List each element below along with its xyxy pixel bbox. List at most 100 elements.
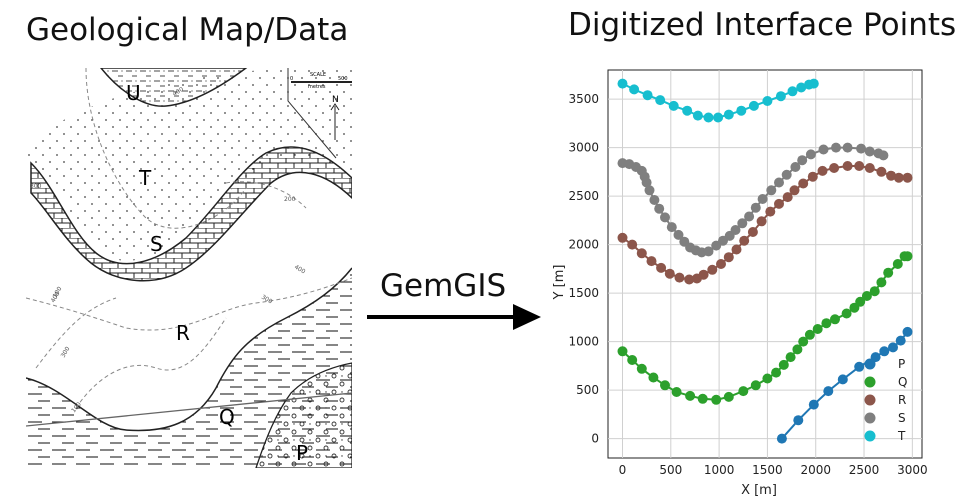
data-point — [895, 335, 906, 346]
legend-label: Q — [898, 375, 907, 389]
data-point — [804, 329, 815, 340]
data-point — [703, 246, 714, 257]
data-point — [697, 393, 708, 404]
unit-label-u: U — [126, 81, 141, 105]
data-point — [831, 142, 841, 153]
y-tick-label: 1500 — [568, 286, 599, 300]
data-point — [750, 202, 761, 213]
data-point — [730, 225, 741, 235]
data-point — [692, 110, 703, 121]
data-point — [646, 256, 657, 267]
data-point — [673, 229, 684, 240]
contour-label: 300 — [60, 345, 72, 359]
data-point — [781, 169, 792, 180]
arrow-label: GemGIS — [380, 268, 507, 304]
y-axis-label: Y [m] — [552, 265, 567, 301]
data-point — [805, 149, 816, 160]
data-point — [660, 212, 670, 223]
data-point — [790, 162, 801, 172]
data-point — [776, 433, 787, 444]
data-point — [642, 90, 653, 101]
data-point — [821, 318, 832, 329]
contour-label: 400 — [50, 290, 62, 304]
data-point — [829, 163, 840, 173]
data-point — [750, 380, 761, 391]
x-tick-label: 3000 — [897, 463, 928, 477]
right-arrow-icon — [367, 304, 541, 330]
x-tick-label: 1500 — [752, 463, 783, 477]
data-point — [796, 82, 807, 93]
data-point — [856, 143, 867, 154]
contour-label: 400 — [293, 264, 307, 276]
y-tick-label: 3500 — [568, 92, 599, 106]
data-point — [654, 203, 665, 214]
data-point — [748, 100, 759, 111]
data-point — [737, 218, 748, 229]
contour-label: 300 — [260, 294, 274, 306]
data-point — [703, 112, 714, 123]
data-point — [636, 363, 647, 374]
contour-label: 200 — [284, 196, 296, 203]
legend-label: S — [898, 411, 906, 425]
unit-label-p: P — [296, 441, 308, 465]
data-point — [782, 192, 793, 203]
data-point — [636, 248, 647, 259]
contour-label: 300 — [30, 183, 42, 190]
series-S — [617, 142, 889, 258]
data-point — [666, 222, 677, 233]
data-point — [792, 344, 803, 355]
data-point — [861, 291, 872, 301]
data-point — [841, 308, 852, 319]
data-point — [879, 346, 890, 357]
data-point — [627, 355, 638, 365]
data-point — [798, 336, 809, 347]
data-point — [789, 185, 800, 196]
data-point — [655, 95, 666, 106]
data-point — [869, 286, 880, 297]
data-point — [797, 155, 808, 166]
data-point — [738, 386, 749, 397]
data-point — [864, 163, 875, 173]
data-point — [641, 177, 652, 188]
data-point — [617, 232, 628, 243]
data-point — [793, 415, 804, 426]
data-point — [902, 172, 913, 183]
data-point — [648, 372, 659, 383]
data-point — [684, 274, 695, 285]
data-point — [757, 194, 768, 204]
data-point — [778, 359, 789, 370]
unit-label-q: Q — [219, 405, 235, 429]
data-point — [864, 146, 875, 157]
x-tick-label: 2000 — [800, 463, 831, 477]
y-tick-label: 2500 — [568, 189, 599, 203]
data-point — [660, 380, 670, 391]
data-point — [771, 367, 782, 378]
data-point — [775, 91, 786, 102]
data-point — [774, 177, 784, 188]
data-point — [756, 216, 767, 227]
data-point — [878, 150, 889, 161]
data-point — [698, 269, 709, 280]
legend-marker — [864, 412, 876, 424]
data-point — [723, 391, 734, 402]
data-point — [886, 170, 897, 181]
legend-marker — [864, 358, 876, 370]
x-axis-label: X [m] — [741, 483, 777, 498]
data-point — [830, 314, 840, 325]
data-point — [711, 394, 722, 405]
data-point — [707, 264, 718, 275]
left-title: Geological Map/Data — [26, 12, 349, 48]
data-point — [798, 178, 809, 189]
legend-marker — [864, 376, 876, 388]
y-tick-label: 3000 — [568, 141, 599, 155]
data-point — [762, 373, 773, 384]
data-point — [787, 86, 798, 97]
data-point — [664, 268, 675, 279]
data-point — [723, 109, 734, 120]
geological-map: SCALE metres 0 500 N 400 300 100 200 400… — [26, 68, 352, 468]
unit-label-t: T — [138, 166, 152, 190]
right-title: Digitized Interface Points — [568, 7, 957, 43]
data-point — [837, 374, 848, 385]
map-scale-unit: metres — [308, 84, 326, 90]
